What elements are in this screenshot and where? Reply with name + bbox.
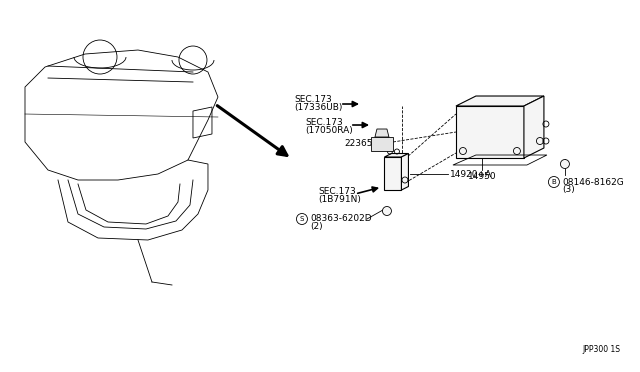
Text: JPP300 1S: JPP300 1S xyxy=(582,345,620,354)
Text: 22365: 22365 xyxy=(344,138,372,148)
Polygon shape xyxy=(401,154,408,190)
Circle shape xyxy=(383,206,392,215)
Text: 08146-8162G: 08146-8162G xyxy=(562,177,623,186)
Polygon shape xyxy=(524,96,544,158)
Text: S: S xyxy=(300,216,304,222)
Text: SEC.173: SEC.173 xyxy=(294,94,332,103)
Polygon shape xyxy=(456,96,544,106)
Text: SEC.173: SEC.173 xyxy=(318,187,356,196)
Polygon shape xyxy=(385,157,401,190)
Circle shape xyxy=(561,160,570,169)
Polygon shape xyxy=(456,106,524,158)
Text: (3): (3) xyxy=(562,186,575,195)
Text: (17050RA): (17050RA) xyxy=(305,125,353,135)
Polygon shape xyxy=(375,129,389,137)
Text: SEC.173: SEC.173 xyxy=(305,118,342,126)
Text: (1B791N): (1B791N) xyxy=(318,196,361,205)
Text: 14950: 14950 xyxy=(468,171,496,180)
Text: (2): (2) xyxy=(310,222,323,231)
Polygon shape xyxy=(385,154,408,157)
Text: B: B xyxy=(552,179,556,185)
Text: (17336UB): (17336UB) xyxy=(294,103,342,112)
FancyBboxPatch shape xyxy=(371,137,393,151)
Text: 08363-6202D: 08363-6202D xyxy=(310,215,372,224)
Text: 14920+A: 14920+A xyxy=(450,170,492,179)
